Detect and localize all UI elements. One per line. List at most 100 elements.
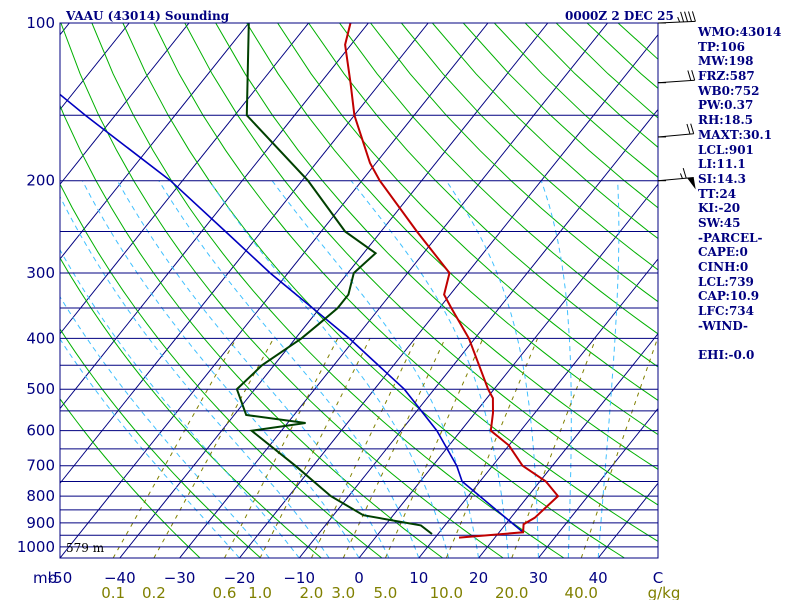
wind-barb	[657, 70, 696, 84]
moist-adiabat-line	[208, 180, 450, 558]
temperature-tick-label: −30	[164, 569, 196, 587]
indices-panel: WMO:43014 TP:106 MW:198 FRZ:587 WB0:752 PW:0.…	[698, 25, 781, 363]
wind-barb-flag	[687, 177, 696, 190]
index-item: FRZ:587	[698, 69, 755, 84]
dry-adiabat-line	[60, 256, 322, 558]
plot-frame	[59, 22, 659, 559]
moist-adiabat-line	[540, 180, 572, 558]
mixing-ratio-line	[112, 338, 237, 558]
moist-adiabat-line	[60, 338, 240, 558]
moist-adiabat-line	[158, 180, 420, 558]
pressure-tick-label: 100	[26, 14, 55, 32]
dry-adiabat-line	[91, 23, 565, 558]
mixing-ratio-line	[342, 338, 446, 558]
moist-adiabat-line	[350, 180, 509, 558]
wind-barb-feather	[680, 11, 685, 23]
wind-barb	[657, 123, 695, 138]
mixing-ratio-tick-label: 0.2	[142, 584, 166, 600]
dry-adiabat-line	[370, 23, 658, 303]
index-item: EHI:-0.0	[698, 348, 755, 363]
mixing-ratio-line	[445, 338, 539, 558]
chart-title: VAAU (43014) Sounding	[66, 9, 230, 23]
moist-adiabat-line	[60, 295, 270, 558]
isotherm-line	[60, 23, 309, 335]
dry-adiabat-line	[339, 23, 658, 335]
index-item: TP:106	[698, 39, 746, 54]
index-item: CINH:0	[698, 260, 749, 274]
temperature-tick-label: 30	[529, 569, 548, 587]
isotherm-line	[0, 23, 10, 558]
temperature-tick-label: −20	[224, 569, 256, 587]
dry-adiabat-line	[246, 23, 658, 436]
index-item: SI:14.3	[698, 171, 746, 186]
index-item: SW:45	[698, 215, 741, 230]
isotherm-line	[60, 23, 429, 485]
pressure-tick-label: 600	[26, 422, 55, 440]
index-item: PW:0.37	[698, 98, 754, 113]
moist-adiabat-line	[116, 180, 390, 558]
isotherm-line	[60, 23, 190, 186]
index-item: MAXT:30.1	[698, 127, 773, 142]
pressure-tick-label: 300	[26, 264, 55, 282]
mixing-ratio-tick-label: 10.0	[430, 584, 463, 600]
index-item: LCL:739	[698, 274, 754, 289]
wind-barb-half-feather	[677, 16, 681, 23]
mixing-ratio-tick-label: 0.6	[213, 584, 237, 600]
wind-barb-feather	[684, 11, 689, 22]
mixing-ratio-tick-label: 1.0	[248, 584, 272, 600]
wind-barb	[657, 11, 696, 24]
index-item: TT:24	[698, 186, 737, 201]
indices-spacer	[698, 333, 781, 348]
temperature-trace	[344, 23, 560, 539]
isotherm-line	[60, 23, 250, 260]
wind-barb-half-feather	[679, 173, 683, 179]
chart-frame	[59, 22, 659, 559]
temperature-tick-label: 0	[354, 569, 364, 587]
pressure-tick-label: 200	[26, 172, 55, 190]
wind-barb-feather	[688, 11, 692, 22]
dry-adiabat-line	[184, 23, 658, 506]
isotherm-line	[239, 33, 658, 558]
wind-barb-feather	[691, 70, 696, 81]
pressure-unit-label: mb	[33, 569, 57, 587]
isotherm-line	[358, 183, 658, 558]
dewpoint-trace	[235, 23, 433, 535]
pressure-tick-label: 1000	[17, 538, 55, 556]
pressure-tick-label: 400	[26, 329, 55, 347]
dry-adiabat-line	[153, 23, 658, 542]
index-item: LI:11.1	[698, 157, 746, 172]
index-item: -PARCEL-	[698, 230, 763, 245]
mixing-ratio-line	[153, 338, 274, 558]
mixing-ratio-tick-label: 40.0	[565, 584, 598, 600]
temperature-tick-label: −40	[104, 569, 136, 587]
dry-adiabat-line	[401, 23, 658, 271]
dry-adiabat-line	[215, 23, 658, 470]
wind-barb-staff	[657, 133, 694, 138]
chart-plot-area	[0, 23, 658, 558]
mixing-ratio-tick-label: 20.0	[495, 584, 528, 600]
moist-adiabat-line	[60, 248, 300, 558]
mixing-ratio-tick-label: 5.0	[373, 584, 397, 600]
wind-barb-feather	[687, 70, 692, 81]
isotherm-line	[60, 23, 489, 558]
index-item: CAPE:0	[698, 245, 748, 260]
mixing-ratio-line	[580, 338, 658, 558]
index-item: WMO:43014	[698, 25, 782, 39]
isotherm-line	[478, 332, 658, 558]
wind-barb-feather	[690, 123, 695, 134]
temperature-tick-label: 10	[409, 569, 428, 587]
temperature-tick-label: 40	[589, 569, 608, 587]
isotherm-line	[60, 23, 369, 410]
parcel-trace	[60, 93, 524, 533]
wind-barb-feather	[691, 11, 696, 22]
dry-adiabat-line	[60, 183, 383, 558]
moist-adiabat-line	[271, 180, 480, 558]
mixing-ratio-unit-label: g/kg	[648, 584, 681, 600]
wind-barbs	[657, 11, 696, 190]
isotherm-line	[538, 407, 658, 558]
wind-barb-feather	[682, 168, 687, 179]
wind-barb	[657, 168, 696, 190]
dry-adiabat-line	[277, 23, 658, 401]
mixing-ratio-tick-label: 2.0	[300, 584, 324, 600]
